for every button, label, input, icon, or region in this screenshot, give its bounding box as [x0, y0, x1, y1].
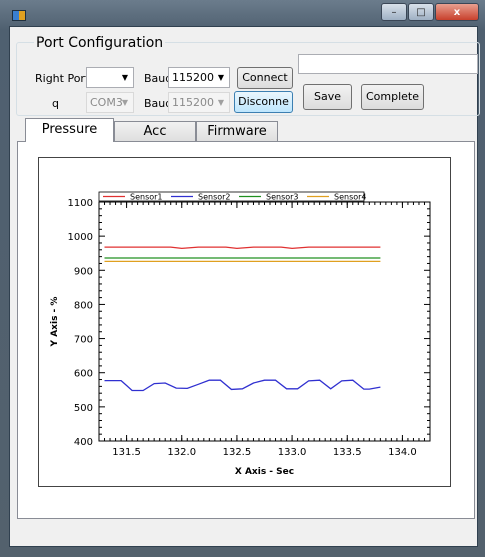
legend-label: Sensor1 [130, 193, 163, 202]
port2-select[interactable]: COM3 ▼ [86, 92, 134, 113]
baud1-select[interactable]: 115200 ▼ [168, 67, 230, 88]
window-controls: – □ x [380, 3, 479, 21]
y-tick-label: 400 [74, 437, 93, 448]
y-tick-label: 500 [74, 403, 93, 414]
y-tick-label: 800 [74, 300, 93, 311]
baud1-label: Baud [144, 72, 173, 85]
pressure-chart: 400 500 600 700 800 900 1000 1100 131.5 132.0 132.… [50, 191, 431, 477]
chevron-down-icon: ▼ [217, 73, 225, 82]
baud1-value: 115200 [172, 71, 214, 84]
x-axis-label: X Axis - Sec [235, 467, 294, 477]
x-tick-label: 132.0 [167, 447, 196, 458]
tab-firmware[interactable]: Firmware [196, 121, 278, 141]
legend-label: Sensor2 [198, 193, 231, 202]
series-line-sensor1 [104, 246, 381, 250]
y-tick-label: 700 [74, 335, 93, 346]
tab-acc[interactable]: Acc [114, 121, 196, 141]
port-configuration-group [16, 42, 480, 116]
q-label: q [52, 97, 59, 110]
port2-value: COM3 [90, 96, 123, 109]
chevron-down-icon: ▼ [121, 73, 129, 82]
chevron-down-icon: ▼ [121, 98, 129, 107]
baud2-select[interactable]: 115200 ▼ [168, 92, 230, 113]
y-tick-label: 1000 [68, 232, 93, 243]
tab-pressure[interactable]: Pressure [25, 118, 114, 142]
x-tick-label: 132.5 [223, 447, 252, 458]
app-icon [12, 10, 26, 21]
x-tick-label: 134.0 [388, 447, 417, 458]
baud2-label: Baud [144, 97, 173, 110]
series-line-sensor2 [104, 379, 381, 392]
y-tick-label: 600 [74, 369, 93, 380]
close-button[interactable]: x [435, 3, 479, 21]
disconnect-button[interactable]: Disconne [234, 91, 293, 113]
y-axis-label: Y Axis - % [50, 297, 60, 348]
x-tick-label: 133.0 [278, 447, 307, 458]
baud2-value: 115200 [172, 96, 214, 109]
x-tick-label: 133.5 [333, 447, 362, 458]
plot-frame [98, 201, 431, 442]
save-button[interactable]: Save [303, 84, 352, 110]
y-tick-label: 900 [74, 266, 93, 277]
chart-container: 400 500 600 700 800 900 1000 1100 131.5 132.0 132.… [38, 157, 451, 487]
status-textbox[interactable] [298, 54, 478, 74]
y-tick-label: 1100 [68, 198, 93, 209]
x-tick-label: 131.5 [112, 447, 141, 458]
legend-label: Sensor3 [266, 193, 299, 202]
complete-button[interactable]: Complete [361, 84, 424, 110]
chevron-down-icon: ▼ [217, 98, 225, 107]
maximize-button[interactable]: □ [408, 3, 434, 21]
right-port-select[interactable]: ▼ [86, 67, 134, 88]
legend-label: Sensor4 [334, 193, 367, 202]
connect-button[interactable]: Connect [237, 67, 293, 89]
minimize-button[interactable]: – [381, 3, 407, 21]
title-bar[interactable]: – □ x [0, 0, 485, 30]
legend-box [98, 191, 365, 202]
right-port-label: Right Port [35, 72, 90, 85]
port-configuration-title: Port Configuration [34, 35, 166, 51]
